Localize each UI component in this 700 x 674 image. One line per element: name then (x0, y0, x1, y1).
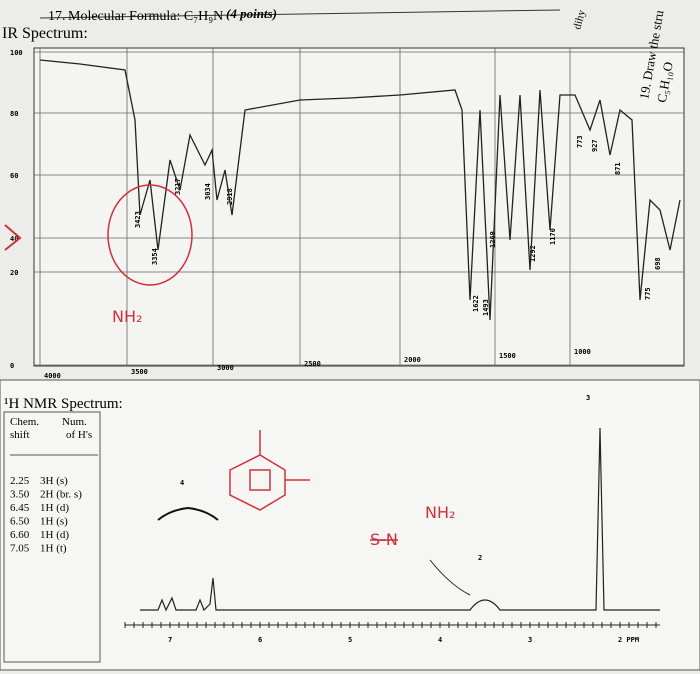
header-count: Num. (62, 416, 87, 428)
peak-label: 1493 (482, 299, 490, 316)
arrow (429, 559, 471, 596)
x-tick-label: 3000 (217, 364, 234, 372)
peak-number: 4 (180, 479, 184, 487)
header-count: of H's (66, 429, 92, 441)
peak-number: 2 (478, 554, 482, 562)
peak-label: 2918 (226, 188, 234, 205)
y-tick-label: 20 (10, 269, 18, 277)
ppm-label: 2 PPM (618, 636, 639, 644)
peak-label: 3423 (134, 211, 142, 228)
question-title: Molecular Formula: C₇H₉N (68, 9, 223, 24)
peak-label: 3034 (204, 183, 212, 200)
ppm-label: 4 (438, 636, 442, 644)
table-frame (3, 411, 101, 663)
shift-cell: 6.50 (10, 516, 30, 528)
y-tick-label: 60 (10, 172, 18, 180)
x-tick-label: 2500 (304, 360, 321, 368)
nmr-frame (0, 379, 700, 671)
peak-label: 3354 (151, 248, 159, 265)
underline (39, 9, 561, 19)
nmr-label: ¹H NMR Spectrum: (4, 396, 123, 412)
peak-label: 775 (644, 287, 652, 300)
red-sketch (229, 430, 310, 511)
header-shift: shift (10, 429, 30, 441)
nmr-annotation: NH₂ (425, 503, 455, 522)
ppm-label: 3 (528, 636, 532, 644)
x-tick-label: 2000 (404, 356, 421, 364)
question-points: (4 points) (226, 6, 277, 21)
y-tick-label: 40 (10, 235, 18, 243)
count-cell: 1H (s) (40, 516, 68, 528)
ir-trace (39, 59, 681, 321)
count-cell: 2H (br. s) (40, 489, 82, 501)
shift-cell: 2.25 (10, 475, 30, 487)
nmr-chart: 7 6 5 4 3 2 PPM 4 2 3 (124, 394, 660, 644)
red-mark (4, 224, 22, 251)
side-formula: C₅H₁₀O (654, 61, 676, 104)
ppm-label: 6 (258, 636, 262, 644)
count-cell: 1H (d) (40, 502, 69, 514)
peak-label: 1292 (529, 245, 537, 262)
side-note: dihy (571, 8, 588, 30)
shift-cell: 6.45 (10, 502, 30, 514)
red-circle (107, 184, 193, 286)
y-tick-label: 100 (10, 49, 23, 57)
peak-label: 773 (576, 135, 584, 148)
x-tick-label: 4000 (44, 372, 61, 380)
peak-label: 1622 (472, 295, 480, 312)
table-rows: 2.25 3H (s) 3.50 2H (br. s) 6.45 1H (d) 6.50 1H… (10, 475, 82, 555)
header-shift: Chem. (10, 416, 39, 428)
shift-cell: 7.05 (10, 543, 30, 555)
x-tick-label: 3500 (131, 368, 148, 376)
x-tick-label: 1500 (499, 352, 516, 360)
ppm-label: 5 (348, 636, 352, 644)
shift-cell: 6.60 (10, 529, 30, 541)
peak-label: 871 (614, 162, 622, 175)
peak-label: 927 (591, 139, 599, 152)
peak-label: 698 (654, 257, 662, 270)
shift-cell: 3.50 (10, 489, 30, 501)
peak-number: 3 (586, 394, 590, 402)
count-cell: 3H (s) (40, 475, 68, 487)
y-tick-label: 80 (10, 110, 18, 118)
struck-annotation: S-N (370, 530, 398, 549)
ir-annotation: NH₂ (112, 307, 142, 326)
peak-label: 3217 (174, 178, 182, 195)
x-tick-label: 1000 (574, 348, 591, 356)
ir-label: IR Spectrum: (2, 25, 88, 42)
ppm-label: 7 (168, 636, 172, 644)
count-cell: 1H (d) (40, 529, 69, 541)
nmr-trace (140, 427, 660, 612)
count-cell: 1H (t) (40, 543, 67, 555)
bracket (157, 506, 219, 521)
question-number: 17. (48, 9, 66, 24)
y-tick-label: 0 (10, 362, 14, 370)
peak-label: 1170 (549, 228, 557, 245)
